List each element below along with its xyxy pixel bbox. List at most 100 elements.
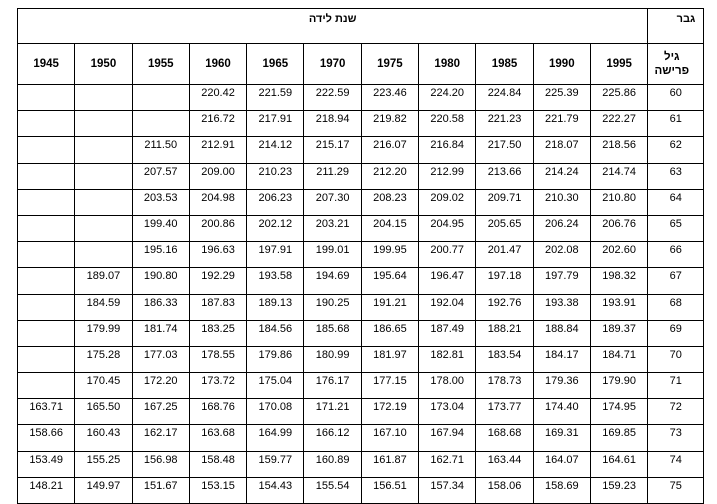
table-cell: 158.06: [475, 476, 534, 504]
table-cell: 168.76: [188, 398, 248, 426]
table-cell: 155.54: [303, 476, 362, 504]
table-cell: 197.18: [475, 267, 534, 295]
table-cell: 179.86: [246, 345, 305, 374]
table-cell: 169.31: [532, 424, 591, 452]
table-cell: [16, 83, 76, 112]
age-cell: 72: [647, 398, 705, 426]
table-cell: 202.12: [246, 214, 305, 243]
table-cell: 214.12: [246, 136, 305, 164]
table-cell: 202.60: [589, 241, 649, 269]
table-row: 220.42 221.59 222.59 223.46 224.20 224.84 225.…: [16, 83, 705, 112]
table-cell: [74, 162, 133, 190]
year-header-1945: 1945: [16, 43, 76, 85]
table-cell: 209.00: [188, 162, 248, 190]
table-cell: 224.20: [418, 83, 477, 112]
table-cell: 206.76: [589, 214, 649, 243]
table-cell: [74, 188, 133, 216]
table-cell: 206.24: [532, 214, 591, 243]
table-cell: 189.37: [589, 319, 649, 347]
table-cell: 158.66: [16, 424, 76, 452]
retirement-age-header: גיל פרישה: [647, 43, 705, 85]
table-cell: [16, 319, 76, 347]
table-row: 153.49 155.25 156.98 158.48 159.77 160.89 161.…: [16, 450, 705, 478]
table-cell: 181.74: [131, 319, 190, 347]
table-cell: 156.98: [131, 450, 190, 478]
table-cell: 204.98: [188, 188, 248, 216]
table-cell: 203.53: [131, 188, 190, 216]
gender-header: גבר: [647, 8, 705, 44]
table-cell: 154.43: [246, 476, 305, 504]
table-cell: 175.28: [74, 345, 133, 374]
table-cell: 199.95: [360, 241, 420, 269]
table-cell: 208.23: [360, 188, 420, 216]
table-cell: 199.01: [303, 241, 362, 269]
table-cell: 164.61: [589, 450, 649, 478]
table-cell: 174.40: [532, 398, 591, 426]
table-cell: 182.81: [418, 345, 477, 374]
table-cell: 175.04: [246, 372, 305, 400]
table-cell: 194.69: [303, 267, 362, 295]
table-cell: 169.85: [589, 424, 649, 452]
table-cell: [74, 83, 133, 112]
table-cell: 224.84: [475, 83, 534, 112]
table-cell: 161.87: [360, 450, 420, 478]
header-row-years: 1945 1950 1955 1960 1965 1970 1975 1980 1985 1990…: [16, 43, 705, 85]
table-cell: 216.72: [188, 110, 248, 138]
table-cell: 212.20: [360, 162, 420, 190]
table-cell: 221.23: [475, 110, 534, 138]
table-cell: 210.30: [532, 188, 591, 216]
year-header-1955: 1955: [131, 43, 190, 85]
year-header-1990: 1990: [532, 43, 591, 85]
table-cell: 210.80: [589, 188, 649, 216]
age-cell: 64: [647, 188, 705, 216]
table-cell: 187.49: [418, 319, 477, 347]
table-cell: 209.71: [475, 188, 534, 216]
table-row: 163.71 165.50 167.25 168.76 170.08 171.21 172.…: [16, 398, 705, 426]
age-cell: 68: [647, 293, 705, 321]
table-cell: 214.24: [532, 162, 591, 190]
table-cell: 153.49: [16, 450, 76, 478]
table-cell: 178.73: [475, 372, 534, 400]
table-cell: [16, 188, 76, 216]
table-cell: 195.64: [360, 267, 420, 295]
table-cell: 222.59: [303, 83, 362, 112]
table-cell: 225.39: [532, 83, 591, 112]
table-cell: 206.23: [246, 188, 305, 216]
table-cell: 162.17: [131, 424, 190, 452]
table-cell: 217.50: [475, 136, 534, 164]
table-cell: 157.34: [418, 476, 477, 504]
table-cell: [16, 214, 76, 243]
table-cell: 202.08: [532, 241, 591, 269]
table-cell: 178.00: [418, 372, 477, 400]
age-cell: 71: [647, 372, 705, 400]
year-header-1970: 1970: [303, 43, 362, 85]
table-cell: 201.47: [475, 241, 534, 269]
table-row: 175.28 177.03 178.55 179.86 180.99 181.97 182.…: [16, 345, 705, 374]
table-cell: 158.69: [532, 476, 591, 504]
table-cell: 186.33: [131, 293, 190, 321]
table-cell: [16, 110, 76, 138]
table-cell: 214.74: [589, 162, 649, 190]
table-cell: 160.43: [74, 424, 133, 452]
table-cell: 219.82: [360, 110, 420, 138]
age-cell: 74: [647, 450, 705, 478]
age-cell: 62: [647, 136, 705, 164]
table-cell: 190.25: [303, 293, 362, 321]
table-cell: 148.21: [16, 476, 76, 504]
table-cell: 167.25: [131, 398, 190, 426]
table-cell: 222.27: [589, 110, 649, 138]
table-cell: 196.63: [188, 241, 248, 269]
table-cell: 167.10: [360, 424, 420, 452]
table-cell: 200.77: [418, 241, 477, 269]
table-cell: 216.84: [418, 136, 477, 164]
table-cell: 193.38: [532, 293, 591, 321]
table-cell: [74, 241, 133, 269]
table-row: 158.66 160.43 162.17 163.68 164.99 166.12 167.…: [16, 424, 705, 452]
table-cell: 188.21: [475, 319, 534, 347]
table-cell: 199.40: [131, 214, 190, 243]
age-cell: 73: [647, 424, 705, 452]
table-cell: 210.23: [246, 162, 305, 190]
table-cell: 173.72: [188, 372, 248, 400]
table-cell: 180.99: [303, 345, 362, 374]
table-row: 211.50 212.91 214.12 215.17 216.07 216.84 217.…: [16, 136, 705, 164]
